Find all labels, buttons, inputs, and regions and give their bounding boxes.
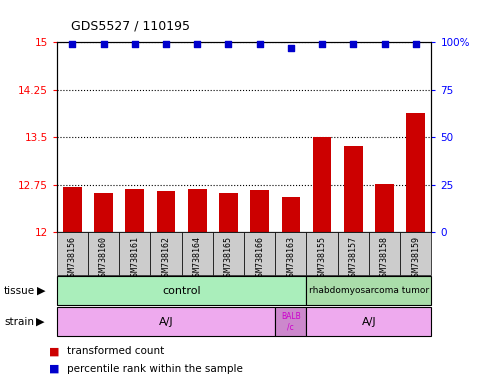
- Bar: [88, 232, 119, 275]
- Text: control: control: [162, 286, 201, 296]
- Text: GSM738163: GSM738163: [286, 236, 295, 281]
- Text: GSM738164: GSM738164: [193, 236, 202, 281]
- Text: GSM738158: GSM738158: [380, 236, 389, 281]
- Bar: [344, 146, 363, 232]
- Text: GSM738165: GSM738165: [224, 236, 233, 281]
- Bar: [307, 307, 431, 336]
- Bar: [369, 232, 400, 275]
- Bar: [188, 189, 207, 232]
- Text: GSM738162: GSM738162: [162, 236, 171, 281]
- Text: ■: ■: [49, 364, 60, 374]
- Bar: [63, 187, 82, 232]
- Bar: [275, 232, 307, 275]
- Point: [100, 41, 107, 47]
- Text: A/J: A/J: [362, 316, 376, 327]
- Point: [256, 41, 264, 47]
- Bar: [400, 232, 431, 275]
- Text: BALB
/c: BALB /c: [281, 312, 301, 331]
- Text: GDS5527 / 110195: GDS5527 / 110195: [71, 20, 190, 33]
- Bar: [119, 232, 150, 275]
- Bar: [213, 232, 244, 275]
- Point: [381, 41, 388, 47]
- Point: [131, 41, 139, 47]
- Bar: [375, 184, 394, 232]
- Text: transformed count: transformed count: [67, 346, 164, 356]
- Bar: [125, 189, 144, 232]
- Text: ▶: ▶: [36, 316, 44, 327]
- Text: GSM738166: GSM738166: [255, 236, 264, 281]
- Bar: [250, 190, 269, 232]
- Bar: [307, 232, 338, 275]
- Bar: [94, 193, 113, 232]
- Point: [412, 41, 420, 47]
- Bar: [57, 307, 275, 336]
- Point: [162, 41, 170, 47]
- Point: [350, 41, 357, 47]
- Point: [224, 41, 232, 47]
- Bar: [181, 232, 213, 275]
- Bar: [219, 193, 238, 232]
- Bar: [157, 191, 176, 232]
- Text: A/J: A/J: [159, 316, 173, 327]
- Point: [193, 41, 201, 47]
- Bar: [150, 232, 181, 275]
- Text: GSM738155: GSM738155: [317, 236, 326, 281]
- Bar: [57, 232, 88, 275]
- Text: GSM738161: GSM738161: [130, 236, 139, 281]
- Bar: [307, 276, 431, 305]
- Bar: [282, 197, 300, 232]
- Bar: [57, 276, 307, 305]
- Bar: [313, 137, 331, 232]
- Text: GSM738156: GSM738156: [68, 236, 77, 281]
- Bar: [275, 307, 307, 336]
- Bar: [406, 113, 425, 232]
- Bar: [338, 232, 369, 275]
- Text: GSM738160: GSM738160: [99, 236, 108, 281]
- Bar: [244, 232, 275, 275]
- Text: percentile rank within the sample: percentile rank within the sample: [67, 364, 243, 374]
- Text: rhabdomyosarcoma tumor: rhabdomyosarcoma tumor: [309, 286, 429, 295]
- Point: [69, 41, 76, 47]
- Text: ■: ■: [49, 346, 60, 356]
- Text: GSM738157: GSM738157: [349, 236, 358, 281]
- Text: GSM738159: GSM738159: [411, 236, 420, 281]
- Point: [318, 41, 326, 47]
- Point: [287, 45, 295, 51]
- Text: strain: strain: [4, 316, 34, 327]
- Text: tissue: tissue: [4, 286, 35, 296]
- Text: ▶: ▶: [37, 286, 46, 296]
